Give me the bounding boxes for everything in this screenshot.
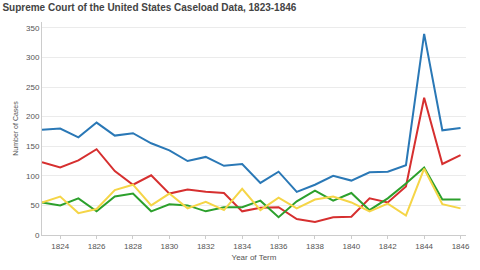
svg-text:Supreme Court of the United St: Supreme Court of the United States Casel… xyxy=(2,2,296,13)
svg-text:300: 300 xyxy=(26,53,40,62)
svg-text:1826: 1826 xyxy=(88,242,106,251)
svg-text:1830: 1830 xyxy=(160,242,178,251)
svg-text:0: 0 xyxy=(35,231,40,240)
svg-text:1828: 1828 xyxy=(124,242,142,251)
svg-text:100: 100 xyxy=(26,172,40,181)
svg-text:200: 200 xyxy=(26,112,40,121)
svg-text:1842: 1842 xyxy=(379,242,397,251)
svg-text:Year of Term: Year of Term xyxy=(232,253,277,262)
svg-text:1834: 1834 xyxy=(233,242,251,251)
svg-text:1832: 1832 xyxy=(197,242,215,251)
svg-text:Number of Cases: Number of Cases xyxy=(12,101,19,156)
svg-text:1824: 1824 xyxy=(51,242,69,251)
svg-text:150: 150 xyxy=(26,142,40,151)
svg-text:1836: 1836 xyxy=(270,242,288,251)
svg-text:50: 50 xyxy=(30,201,39,210)
svg-text:1846: 1846 xyxy=(452,242,470,251)
svg-text:350: 350 xyxy=(26,24,40,33)
svg-text:1840: 1840 xyxy=(342,242,360,251)
svg-text:250: 250 xyxy=(26,83,40,92)
svg-text:1838: 1838 xyxy=(306,242,324,251)
svg-text:1844: 1844 xyxy=(415,242,433,251)
